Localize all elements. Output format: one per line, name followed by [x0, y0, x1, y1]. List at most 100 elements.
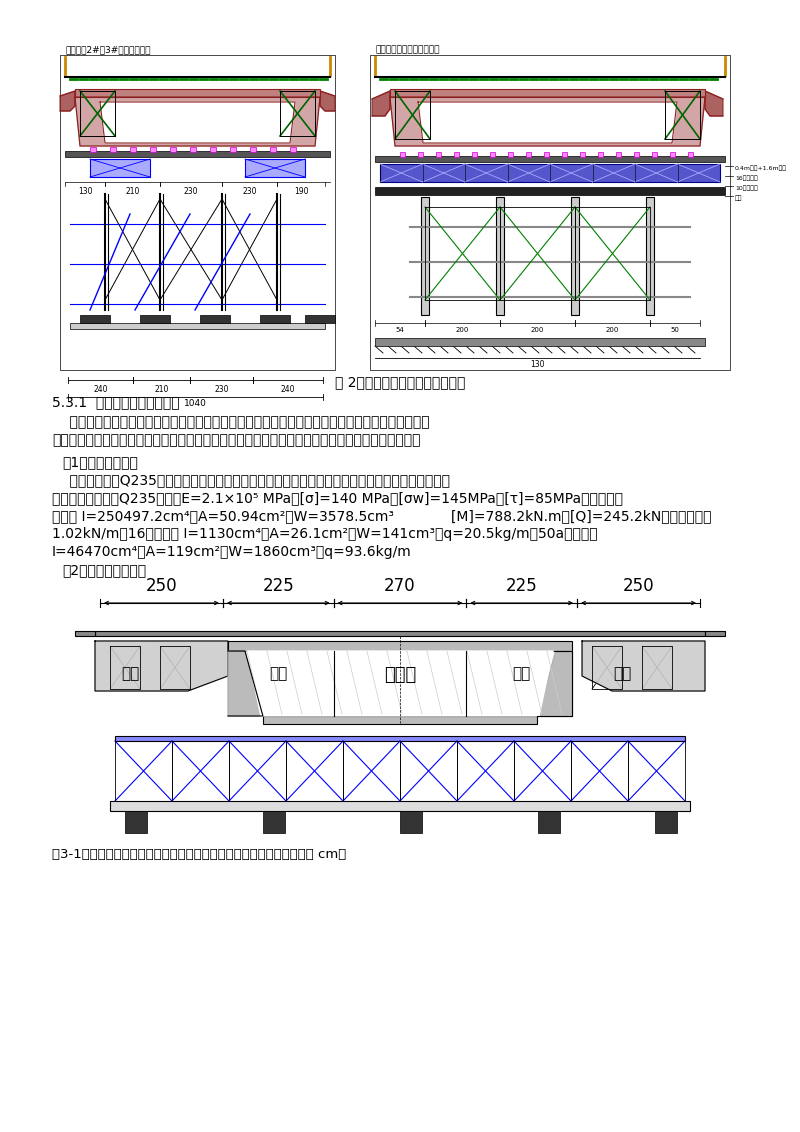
- Text: 钢管支架2#、3#墩身横断面图: 钢管支架2#、3#墩身横断面图: [65, 45, 150, 54]
- Bar: [140, 315, 170, 323]
- Bar: [90, 158, 150, 177]
- Bar: [245, 158, 305, 177]
- Bar: [150, 147, 156, 152]
- Bar: [454, 152, 459, 157]
- Bar: [210, 147, 216, 152]
- Bar: [90, 147, 96, 152]
- Bar: [421, 197, 429, 315]
- Bar: [130, 147, 136, 152]
- Bar: [110, 147, 116, 152]
- Bar: [670, 152, 675, 157]
- Bar: [305, 315, 335, 323]
- Text: 230: 230: [184, 187, 198, 196]
- Polygon shape: [320, 91, 335, 111]
- Text: 顶底板: 顶底板: [384, 666, 416, 684]
- Text: （1）各种力学参数: （1）各种力学参数: [62, 455, 138, 469]
- Polygon shape: [247, 651, 553, 717]
- Text: 200: 200: [456, 327, 469, 333]
- Text: I=46470cm⁴，A=119cm²，W=1860cm³，q=93.6kg/m: I=46470cm⁴，A=119cm²，W=1860cm³，q=93.6kg/m: [52, 544, 412, 559]
- Bar: [200, 315, 230, 323]
- Bar: [472, 152, 477, 157]
- Bar: [60, 55, 335, 370]
- Text: 翼板: 翼板: [613, 666, 631, 681]
- Polygon shape: [537, 651, 572, 717]
- Text: 130: 130: [530, 360, 544, 369]
- Bar: [260, 315, 290, 323]
- Polygon shape: [705, 91, 723, 115]
- Text: 支架钢材采用Q235普通碳素钢材料和贝雷梁，根据支架的实际受力情况进行分别对箱梁不同部位下: 支架钢材采用Q235普通碳素钢材料和贝雷梁，根据支架的实际受力情况进行分别对箱梁…: [52, 473, 450, 487]
- Text: 图3-1：一孔箱梁施工荷载横向翼板、腹板、底板区域分段示意图（单位 cm）: 图3-1：一孔箱梁施工荷载横向翼板、腹板、底板区域分段示意图（单位 cm）: [52, 848, 346, 861]
- Bar: [490, 152, 495, 157]
- Bar: [400, 811, 422, 833]
- Bar: [598, 152, 603, 157]
- Bar: [634, 152, 639, 157]
- Text: 210: 210: [154, 385, 169, 394]
- Bar: [70, 323, 325, 329]
- Text: 0.4m钢管+1.6m垫梁: 0.4m钢管+1.6m垫梁: [735, 165, 787, 171]
- Text: 225: 225: [506, 577, 538, 595]
- Bar: [688, 152, 693, 157]
- Bar: [616, 152, 621, 157]
- Bar: [508, 152, 513, 157]
- Polygon shape: [95, 641, 228, 691]
- Bar: [125, 811, 147, 833]
- Bar: [190, 147, 196, 152]
- Polygon shape: [60, 91, 75, 111]
- Text: 的结构进行检算。Q235钢材：E=2.1×10⁵ MPa，[σ]=140 MPa，[σw]=145MPa，[τ]=85MPa。单排单层: 的结构进行检算。Q235钢材：E=2.1×10⁵ MPa，[σ]=140 MPa…: [52, 491, 623, 505]
- Bar: [95, 631, 705, 636]
- Bar: [390, 89, 705, 97]
- Polygon shape: [372, 91, 390, 115]
- Bar: [655, 811, 677, 833]
- Text: 16号工字梁: 16号工字梁: [735, 175, 758, 181]
- Bar: [115, 736, 685, 741]
- Bar: [228, 641, 572, 651]
- Text: 腹板: 腹板: [269, 666, 287, 681]
- Bar: [418, 152, 423, 157]
- Bar: [250, 147, 256, 152]
- Bar: [75, 89, 320, 97]
- Text: 贝雷梁 I=250497.2cm⁴，A=50.94cm²，W=3578.5cm³             [M]=788.2kN.m，[Q]=245.2kN，贝: 贝雷梁 I=250497.2cm⁴，A=50.94cm²，W=3578.5cm³…: [52, 509, 711, 523]
- Text: 225: 225: [262, 577, 294, 595]
- Bar: [75, 631, 95, 636]
- Bar: [290, 147, 296, 152]
- Text: 130: 130: [78, 187, 92, 196]
- Bar: [580, 152, 585, 157]
- Bar: [496, 197, 504, 315]
- Text: 翼板: 翼板: [121, 666, 139, 681]
- Text: 210: 210: [126, 187, 140, 196]
- Bar: [544, 152, 549, 157]
- Bar: [526, 152, 531, 157]
- Bar: [80, 315, 110, 323]
- Polygon shape: [418, 102, 677, 143]
- Text: 250: 250: [146, 577, 178, 595]
- Bar: [571, 197, 579, 315]
- Bar: [263, 717, 537, 724]
- Text: 施工前，根据桥梁梁部设计资料、现场墩台高度、墩台间地形及地质情况以及施工方案的要求进行: 施工前，根据桥梁梁部设计资料、现场墩台高度、墩台间地形及地质情况以及施工方案的要…: [52, 415, 430, 429]
- Bar: [262, 811, 285, 833]
- Text: （2）贝雷梁受力检算: （2）贝雷梁受力检算: [62, 563, 146, 577]
- Text: 图 2：钢管支架现浇箱梁横断面图: 图 2：钢管支架现浇箱梁横断面图: [335, 375, 465, 389]
- Text: 型钢: 型钢: [735, 195, 742, 200]
- Bar: [400, 152, 405, 157]
- Text: 1040: 1040: [184, 398, 207, 408]
- Text: 10号工字梁: 10号工字梁: [735, 186, 758, 191]
- Bar: [380, 164, 720, 182]
- Polygon shape: [390, 97, 705, 146]
- Bar: [170, 147, 176, 152]
- Text: 270: 270: [384, 577, 416, 595]
- Bar: [646, 197, 654, 315]
- Text: 钢管支架的设计及安全性计算，确保方案可行，经济合理、安全稳定，钢管支架的设计及检算如下：: 钢管支架的设计及安全性计算，确保方案可行，经济合理、安全稳定，钢管支架的设计及检…: [52, 434, 421, 447]
- Bar: [230, 147, 236, 152]
- Text: 230: 230: [242, 187, 257, 196]
- Text: 240: 240: [281, 385, 295, 394]
- Text: 200: 200: [531, 327, 544, 333]
- Text: 腹板: 腹板: [513, 666, 531, 681]
- Bar: [705, 631, 725, 636]
- Text: 钢管支架箱梁跨中横断面图: 钢管支架箱梁跨中横断面图: [375, 45, 439, 54]
- Text: 240: 240: [94, 385, 108, 394]
- Polygon shape: [75, 97, 320, 146]
- Polygon shape: [582, 641, 705, 691]
- Polygon shape: [228, 651, 263, 717]
- Bar: [375, 187, 725, 195]
- Bar: [370, 55, 730, 370]
